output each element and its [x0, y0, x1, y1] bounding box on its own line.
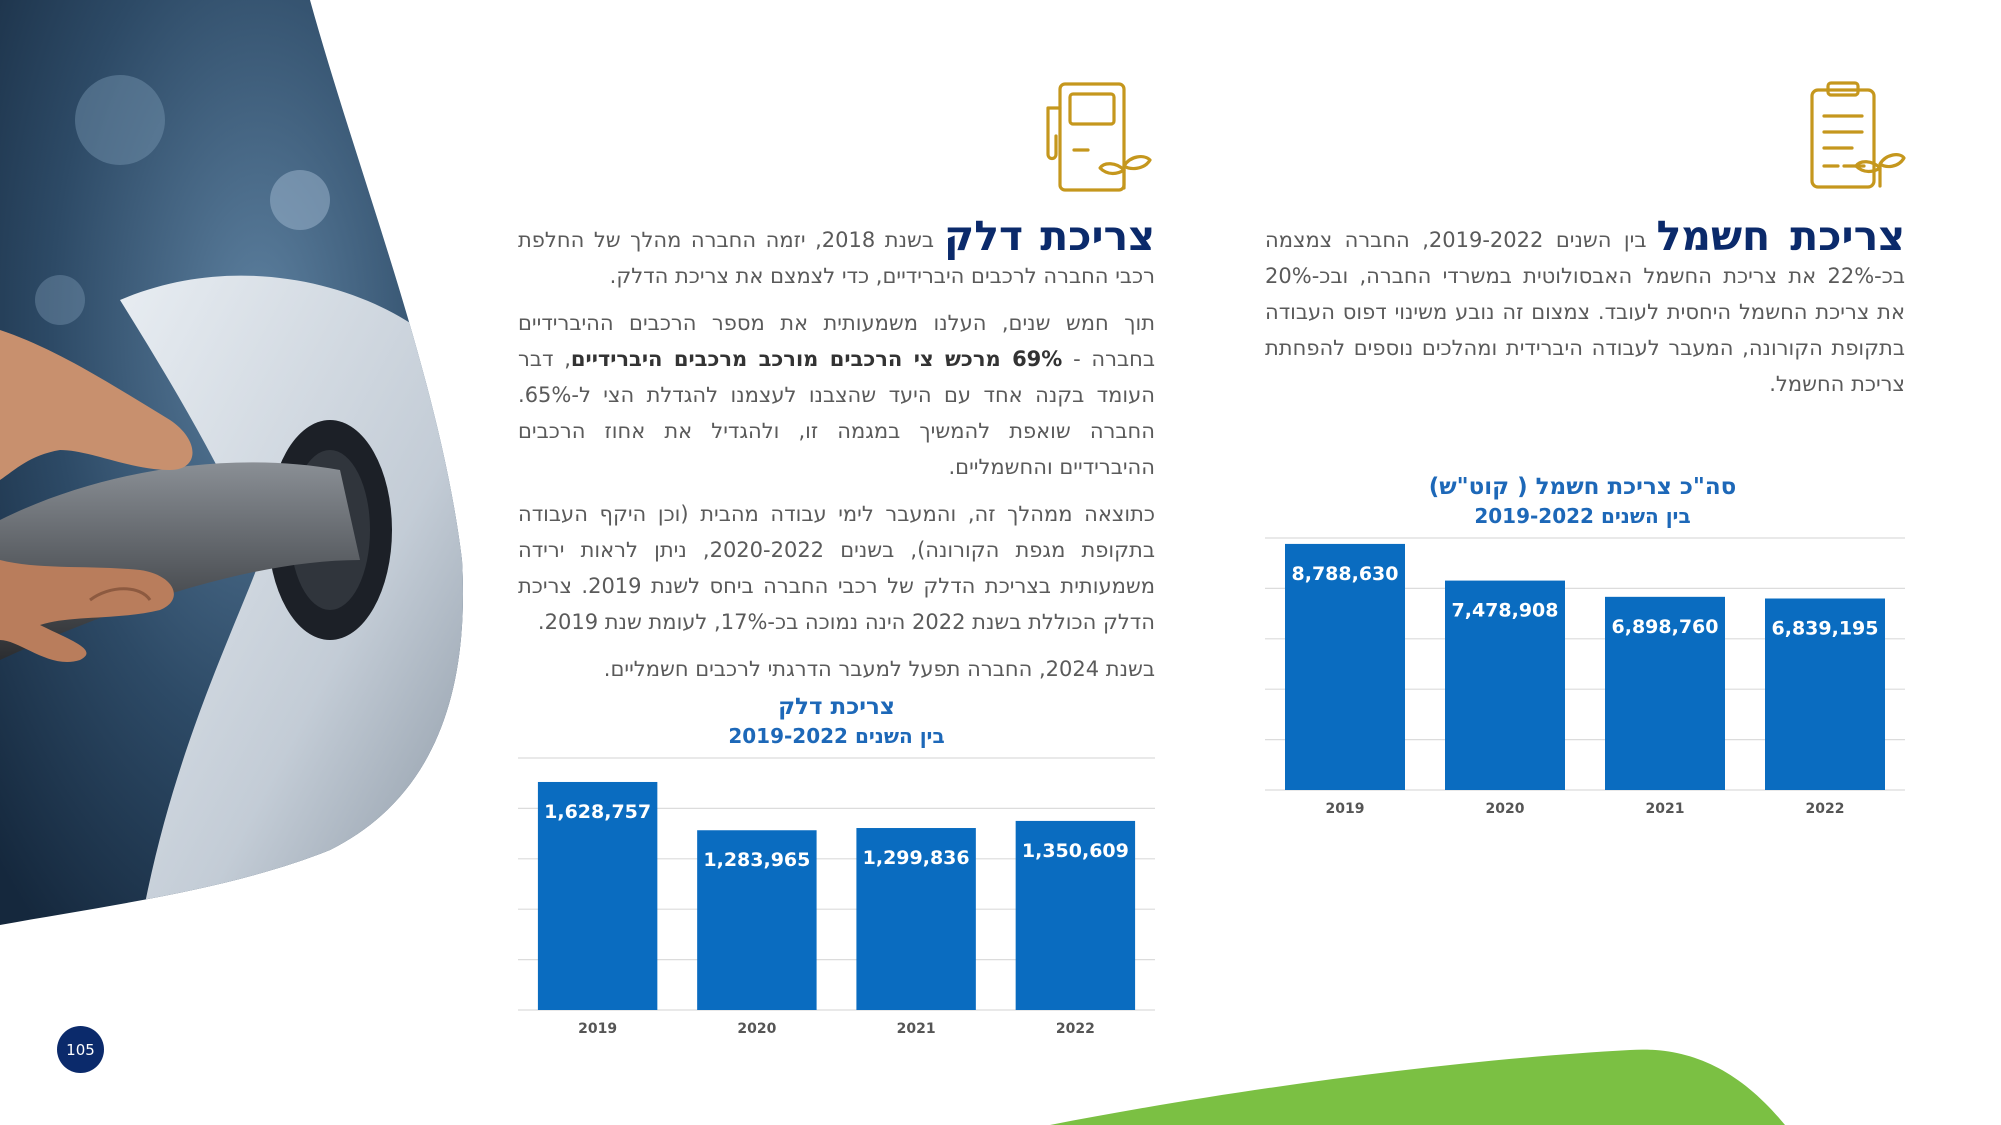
fuel-p2-highlight: 69% מרכש צי הרכבים מורכב מרכבים היברידיי… — [570, 347, 1063, 371]
electricity-chart-title-block: סה"כ צריכת חשמל ( קוט"ש) בין השנים 2019-… — [1265, 472, 1900, 530]
fuel-intro: צריכת דלקבשנת 2018, יזמה החברה מהלך של ה… — [518, 216, 1155, 294]
fuel-chart-subtitle: בין השנים 2019-2022 — [728, 724, 945, 748]
electricity-value-label: 6,839,195 — [1772, 618, 1879, 640]
fuel-x-tick-label: 2020 — [737, 1021, 776, 1037]
fuel-value-label: 1,350,609 — [1022, 840, 1129, 862]
page-number: 105 — [57, 1026, 104, 1073]
electricity-x-tick-label: 2019 — [1326, 801, 1365, 817]
fuel-paragraph-2: תוך חמש שנים, העלנו משמעותית את מספר הרכ… — [518, 305, 1155, 485]
clipboard-leaf-icon — [1810, 81, 1906, 189]
electricity-x-tick-label: 2022 — [1806, 801, 1845, 817]
fuel-bar-2021 — [856, 828, 976, 1010]
electricity-x-tick-label: 2020 — [1486, 801, 1525, 817]
fuel-chart-title-block: צריכת דלק בין השנים 2019-2022 — [518, 692, 1155, 750]
ev-charging-photo — [0, 0, 463, 925]
green-swoosh-decoration — [1050, 1049, 1785, 1125]
fuel-paragraph-3: כתוצאה ממהלך זה, והמעבר לימי עבודה מהבית… — [518, 502, 1155, 634]
fuel-x-tick-label: 2019 — [578, 1021, 617, 1037]
electricity-bar-chart: 8,788,630 2019 7,478,908 2020 6,898,760 2021 6… — [1265, 537, 1905, 817]
fuel-chart-title: צריכת דלק — [778, 694, 895, 720]
electricity-bar-2019 — [1285, 543, 1405, 790]
fuel-bar-2022 — [1015, 820, 1136, 1010]
fuel-x-tick-label: 2021 — [897, 1021, 936, 1037]
fuel-pump-leaf-icon — [1046, 82, 1152, 192]
electricity-value-label: 6,898,760 — [1612, 616, 1719, 638]
fuel-x-tick-label: 2022 — [1056, 1021, 1095, 1037]
fuel-bar-2020 — [697, 830, 817, 1010]
electricity-bar-2021 — [1605, 596, 1725, 790]
electricity-bar-2022 — [1765, 598, 1885, 790]
electricity-chart-title: סה"כ צריכת חשמל ( קוט"ש) — [1428, 474, 1737, 500]
fuel-p2-start: תוך חמש שנים, העלנו משמעותית את מספר הרכ… — [518, 311, 1155, 371]
electricity-x-tick-label: 2021 — [1646, 801, 1685, 817]
fuel-bar-2019 — [537, 781, 658, 1010]
fuel-paragraph-4: בשנת 2024, החברה תפעל למעבר הדרגתי לרכבי… — [603, 657, 1155, 681]
electricity-chart-subtitle: בין השנים 2019-2022 — [1474, 504, 1691, 528]
fuel-value-label: 1,299,836 — [863, 847, 970, 869]
fuel-bar-chart: 1,628,757 2019 1,283,965 2020 1,299,836 2021 1… — [518, 757, 1155, 1037]
electricity-intro: צריכת חשמלבין השנים 2019-2022, החברה צמצ… — [1265, 216, 1905, 402]
fuel-intro-text: בשנת 2018, יזמה החברה מהלך של החלפת רכבי… — [518, 228, 1155, 288]
electricity-title: צריכת חשמל — [1656, 212, 1906, 260]
fuel-value-label: 1,628,757 — [544, 801, 651, 823]
electricity-intro-text: בין השנים 2019-2022, החברה צמצמה בכ-22% … — [1265, 228, 1905, 396]
fuel-p2-end: , דבר העומד בקנה אחד עם היעד שהצבנו לעצמ… — [518, 347, 1155, 479]
fuel-value-label: 1,283,965 — [703, 849, 810, 871]
electricity-value-label: 7,478,908 — [1452, 600, 1559, 622]
electricity-section: צריכת חשמלבין השנים 2019-2022, החברה צמצ… — [1265, 216, 1905, 413]
fuel-section: צריכת דלקבשנת 2018, יזמה החברה מהלך של ה… — [518, 216, 1155, 698]
fuel-title: צריכת דלק — [944, 212, 1156, 260]
electricity-bar-2020 — [1445, 580, 1565, 790]
electricity-value-label: 8,788,630 — [1292, 563, 1399, 585]
